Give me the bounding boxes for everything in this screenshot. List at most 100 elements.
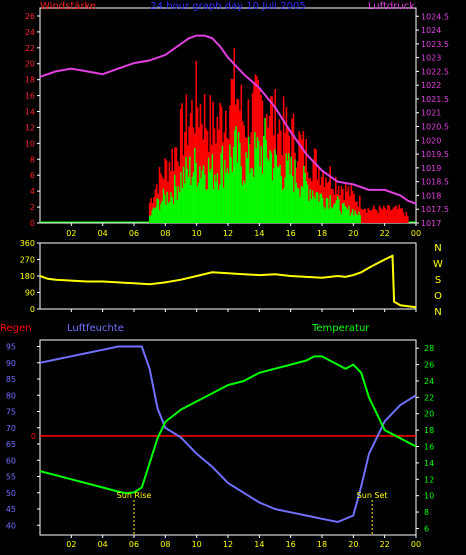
humidity-temperature-axes: 0 Sun Rise Sun Set 40 45 50 55 60 65 70 75 80 85 90 95… <box>6 343 434 550</box>
sunset-label: Sun Set <box>357 491 388 500</box>
right-tick-label: 1022.5 <box>421 67 449 76</box>
left-tick-label: 12 <box>25 123 35 132</box>
bottom-x-tick-label: 14 <box>254 540 264 549</box>
bottom-x-tick-label: 10 <box>192 540 202 549</box>
x-tick-label: 04 <box>98 229 108 238</box>
x-tick-label: 14 <box>254 229 264 238</box>
x-tick-label: 02 <box>66 229 76 238</box>
left-tick-label: 2 <box>30 203 35 212</box>
x-tick-label: 12 <box>223 229 233 238</box>
right-tick-label: 1018.5 <box>421 178 449 187</box>
wind-pressure-chart: Windstärke 24 hour graph day 10 Juli 200… <box>25 1 449 238</box>
compass-label: S <box>435 275 441 286</box>
right-tick-label: 1018 <box>421 191 441 200</box>
right-tick-label: 1020 <box>421 136 441 145</box>
compass-label: W <box>433 259 443 270</box>
direction-tick-label: 0 <box>30 305 35 314</box>
humidity-tick-label: 50 <box>6 489 16 498</box>
luftfeuchte-label: Luftfeuchte <box>67 323 124 334</box>
humidity-tick-label: 95 <box>6 343 16 352</box>
x-tick-label: 22 <box>380 229 390 238</box>
right-tick-label: 1024 <box>421 26 441 35</box>
right-tick-label: 1019 <box>421 164 441 173</box>
direction-series <box>39 254 417 309</box>
regen-label: Regen <box>0 323 32 334</box>
humidity-tick-label: 55 <box>6 473 16 482</box>
right-tick-label: 1017 <box>421 219 441 228</box>
x-tick-label: 16 <box>286 229 296 238</box>
wind-direction-frame <box>39 242 417 310</box>
humidity-tick-label: 60 <box>6 456 16 465</box>
left-tick-label: 4 <box>30 187 35 196</box>
temperature-tick-label: 20 <box>424 410 434 419</box>
right-tick-label: 1023.5 <box>421 40 449 49</box>
temperature-tick-label: 26 <box>424 361 434 370</box>
humidity-temperature-chart: Regen Luftfeuchte Temperatur 0 Sun Rise Su… <box>0 323 434 549</box>
bottom-x-tick-label: 00 <box>411 540 421 549</box>
right-tick-label: 1021 <box>421 109 441 118</box>
humidity-tick-label: 85 <box>6 375 16 384</box>
wind-direction-line <box>39 254 417 309</box>
temperature-line <box>39 355 417 495</box>
bottom-x-tick-label: 02 <box>66 540 76 549</box>
left-tick-label: 6 <box>30 171 35 180</box>
temperature-tick-label: 18 <box>424 426 434 435</box>
compass-label: N <box>434 307 441 318</box>
x-tick-label: 20 <box>348 229 358 238</box>
left-tick-label: 22 <box>25 44 35 53</box>
temperature-tick-label: 14 <box>424 459 434 468</box>
left-tick-label: 18 <box>25 76 35 85</box>
right-tick-label: 1019.5 <box>421 150 449 159</box>
x-tick-label: 06 <box>129 229 139 238</box>
wind-bars <box>148 47 409 223</box>
left-tick-label: 14 <box>25 108 35 117</box>
direction-tick-label: 270 <box>20 256 35 265</box>
bottom-x-tick-label: 20 <box>348 540 358 549</box>
pressure-series <box>39 34 417 205</box>
left-tick-label: 20 <box>25 60 35 69</box>
sunrise-label: Sun Rise <box>117 491 152 500</box>
right-tick-label: 1017.5 <box>421 205 449 214</box>
rain-tick-label: 0 <box>31 432 36 441</box>
right-tick-label: 1023 <box>421 54 441 63</box>
pressure-line <box>39 34 417 205</box>
temperature-tick-label: 22 <box>424 393 434 402</box>
right-tick-label: 1021.5 <box>421 95 449 104</box>
luftdruck-label: Luftdruck <box>368 1 415 12</box>
compass-label: O <box>434 291 442 302</box>
chart-title: 24 hour graph day 10 Juli 2005 <box>150 1 305 12</box>
bottom-x-tick-label: 04 <box>98 540 108 549</box>
left-tick-label: 26 <box>25 12 35 21</box>
right-tick-label: 1022 <box>421 81 441 90</box>
windstaerke-label: Windstärke <box>40 1 96 12</box>
direction-tick-label: 180 <box>20 272 35 281</box>
direction-tick-label: 90 <box>25 289 35 298</box>
left-tick-label: 16 <box>25 92 35 101</box>
temperature-tick-label: 24 <box>424 377 434 386</box>
humidity-line <box>39 345 417 524</box>
humidity-tick-label: 45 <box>6 505 16 514</box>
temperature-tick-label: 16 <box>424 443 434 452</box>
left-tick-label: 24 <box>25 28 35 37</box>
humidity-tick-label: 40 <box>6 521 16 530</box>
bottom-x-tick-label: 08 <box>160 540 170 549</box>
x-tick-label: 08 <box>160 229 170 238</box>
temperature-tick-label: 6 <box>424 524 429 533</box>
compass-label: N <box>434 243 441 254</box>
bottom-x-tick-label: 18 <box>317 540 327 549</box>
temperature-tick-label: 8 <box>424 508 429 517</box>
right-tick-label: 1024.5 <box>421 12 449 21</box>
humidity-tick-label: 70 <box>6 424 16 433</box>
temperature-tick-label: 12 <box>424 475 434 484</box>
humidity-grid <box>40 435 416 535</box>
x-tick-label: 18 <box>317 229 327 238</box>
left-tick-label: 8 <box>30 155 35 164</box>
x-tick-label: 00 <box>411 229 421 238</box>
bottom-x-tick-label: 06 <box>129 540 139 549</box>
temperature-tick-label: 28 <box>424 344 434 353</box>
bottom-x-tick-label: 16 <box>286 540 296 549</box>
